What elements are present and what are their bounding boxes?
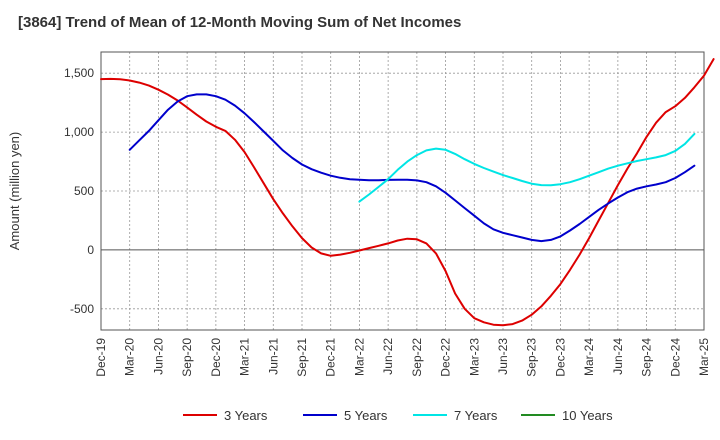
series-line-3-years <box>100 58 715 327</box>
x-tick-label: Mar-25 <box>697 338 711 376</box>
x-tick-label: Mar-23 <box>467 338 481 376</box>
x-tick-label: Jun-22 <box>381 338 395 375</box>
x-tick-label: Mar-24 <box>582 338 596 376</box>
x-tick-label: Jun-23 <box>496 338 510 375</box>
y-tick-label: 0 <box>87 243 94 257</box>
x-tick-label: Dec-23 <box>553 338 567 377</box>
y-tick-label: 500 <box>74 184 94 198</box>
x-tick-label: Dec-21 <box>324 338 338 377</box>
x-tick-label: Jun-21 <box>266 338 280 375</box>
x-tick-label: Sep-21 <box>295 338 309 377</box>
x-tick-label: Jun-24 <box>611 338 625 375</box>
x-tick-label: Sep-20 <box>180 338 194 377</box>
grid-layer <box>100 52 705 330</box>
y-tick-label: 1,500 <box>64 66 94 80</box>
x-tick-label: Dec-20 <box>209 338 223 377</box>
legend: 3 Years 5 Years 7 Years 10 Years <box>183 408 613 423</box>
x-tick-label: Sep-24 <box>640 338 654 377</box>
series-line-7-years <box>358 132 696 203</box>
legend-label: 7 Years <box>454 408 498 423</box>
y-axis-title: Amount (million yen) <box>7 132 22 251</box>
x-tick-label: Dec-22 <box>439 338 453 377</box>
y-tick-label: 1,000 <box>64 125 94 139</box>
legend-label: 5 Years <box>344 408 388 423</box>
x-tick-label: Dec-19 <box>94 338 108 377</box>
x-tick-label: Sep-23 <box>525 338 539 377</box>
x-tick-label: Sep-22 <box>410 338 424 377</box>
x-tick-label: Mar-21 <box>238 338 252 376</box>
series-layer <box>100 58 715 327</box>
axis-layer: Dec-19 Mar-20 Jun-20 Sep-20 Dec-20 Mar-21 Jun-… <box>64 51 711 377</box>
x-tick-label: Dec-24 <box>668 338 682 377</box>
x-tick-label: Mar-20 <box>123 338 137 376</box>
series-line-5-years <box>128 93 696 243</box>
legend-label: 10 Years <box>562 408 613 423</box>
x-tick-label: Mar-22 <box>352 338 366 376</box>
x-tick-label: Jun-20 <box>151 338 165 375</box>
chart-title: [3864] Trend of Mean of 12-Month Moving … <box>18 14 462 31</box>
legend-label: 3 Years <box>224 408 268 423</box>
plot-frame <box>100 51 705 331</box>
y-tick-label: -500 <box>70 302 94 316</box>
